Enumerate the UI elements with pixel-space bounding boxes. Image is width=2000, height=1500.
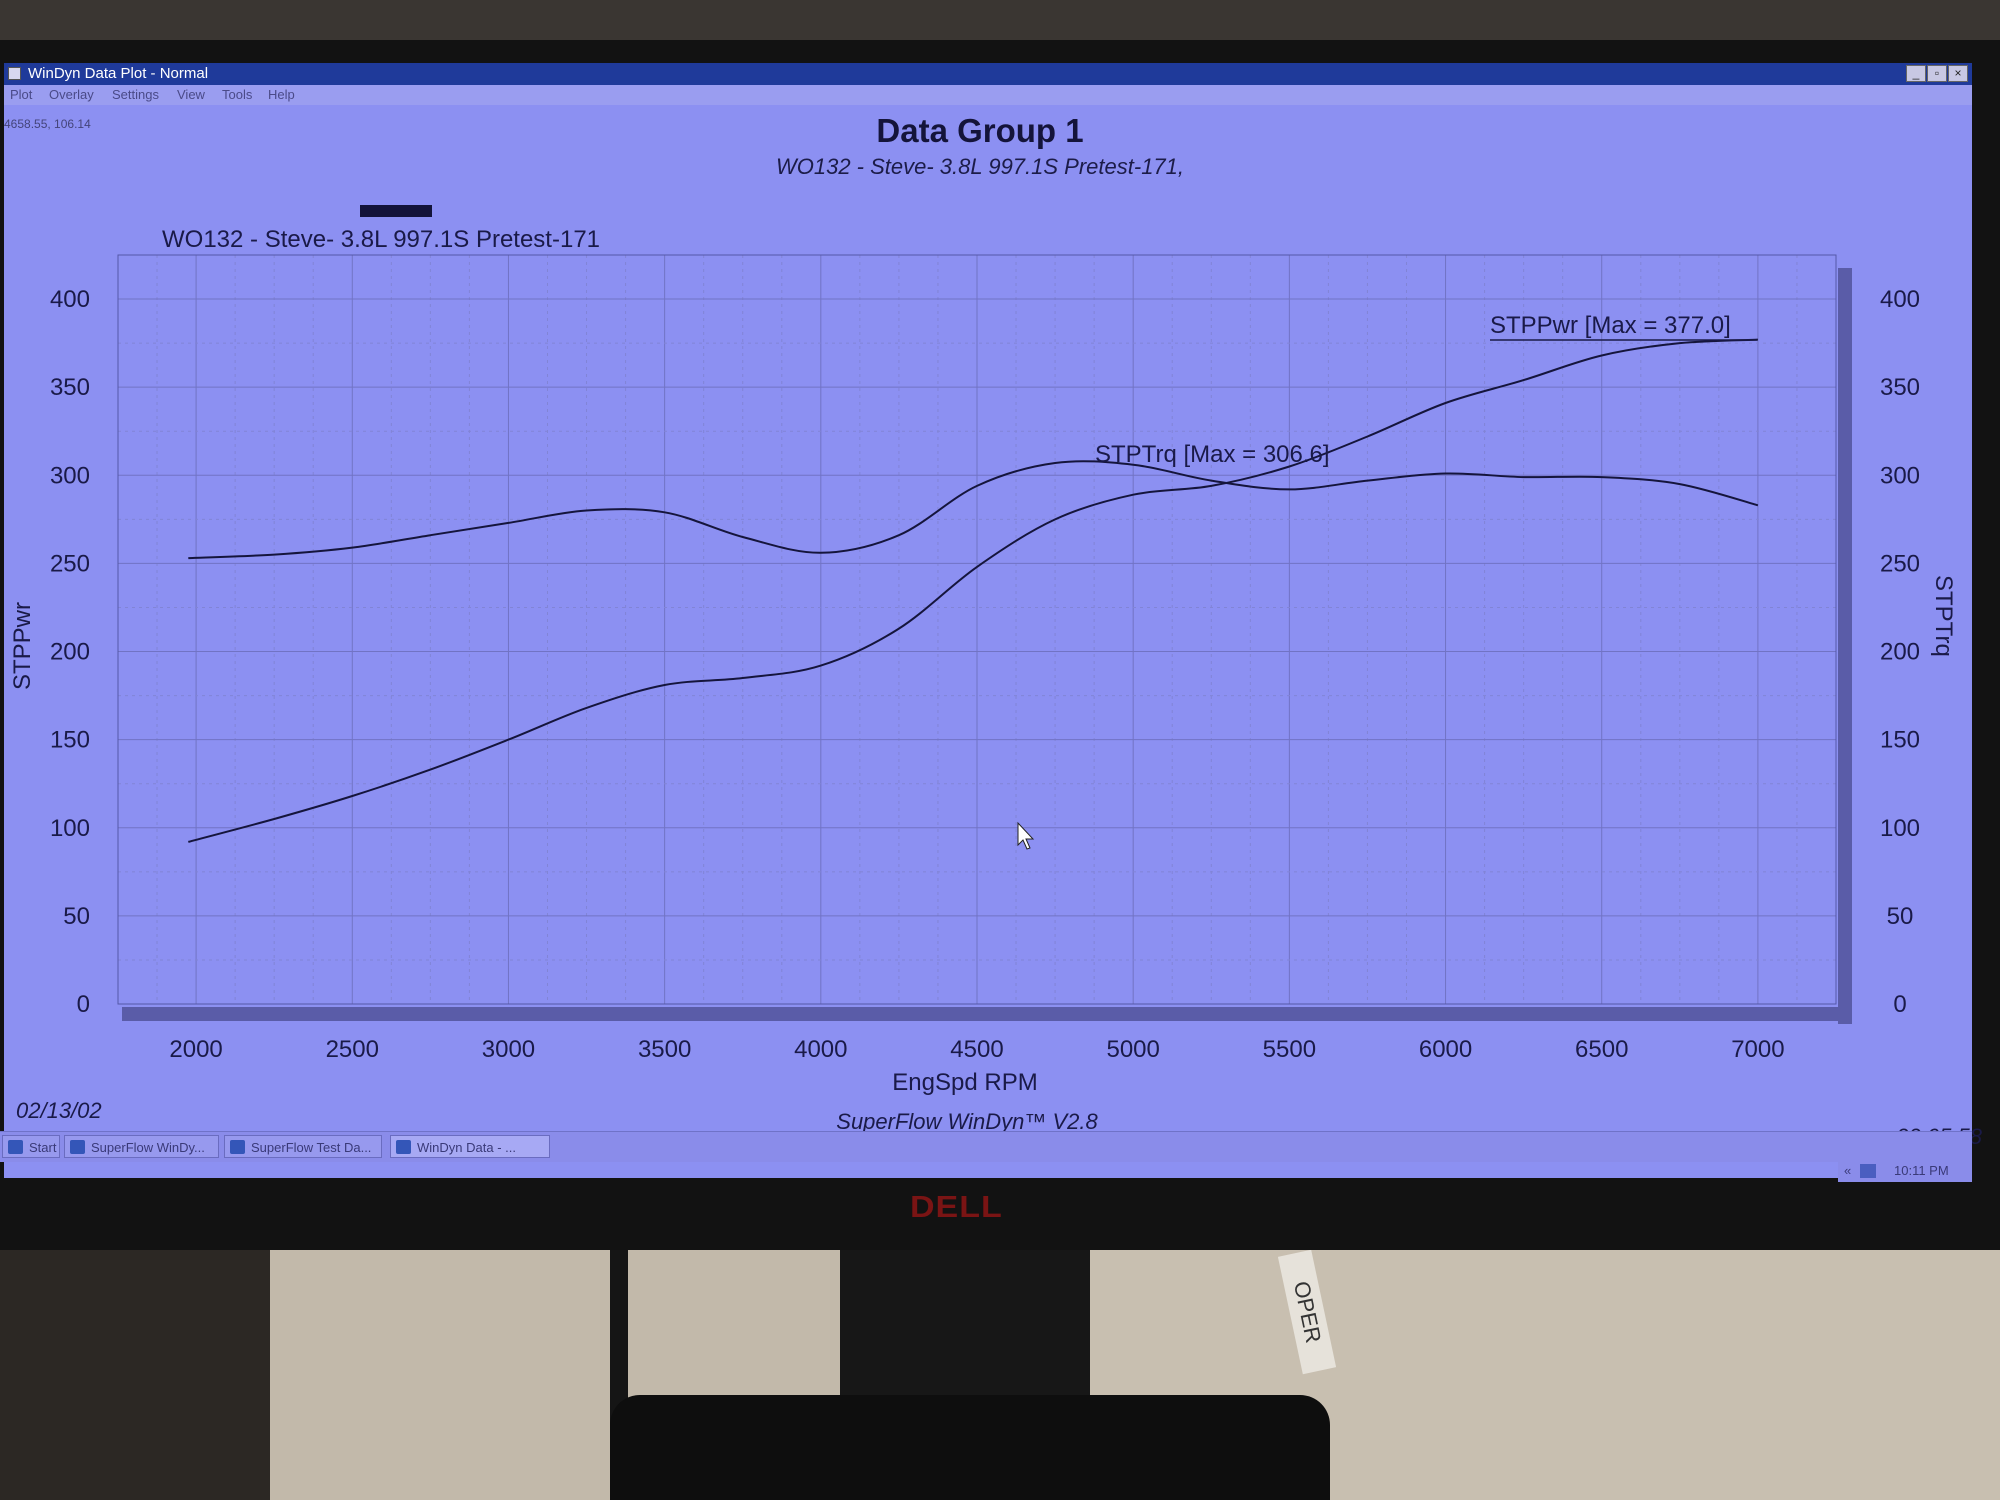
menu-help[interactable]: Help (268, 87, 295, 102)
y-tick-label: 300 (50, 462, 90, 489)
screen: WinDyn Data Plot - Normal _ ▫ × Plot Ove… (4, 63, 1972, 1178)
taskbar-item-label: WinDyn Data - ... (417, 1140, 516, 1155)
y2-tick-label: 400 (1880, 286, 1920, 313)
y-tick-label: 350 (50, 374, 90, 401)
plot-title: Data Group 1 (876, 112, 1084, 149)
menu-overlay[interactable]: Overlay (49, 87, 94, 102)
cursor-coordinates: 4658.55, 106.14 (4, 117, 91, 131)
run-label: WO132 - Steve- 3.8L 997.1S Pretest-171 (162, 226, 600, 253)
x-tick-label: 2500 (326, 1036, 379, 1063)
taskbar-item-label: SuperFlow WinDy... (91, 1140, 205, 1155)
y-tick-label: 400 (50, 286, 90, 313)
y2-tick-label: 250 (1880, 550, 1920, 577)
axis-ticks: 2000 2500 3000 3500 4000 4500 5000 5500 6000 6500… (50, 286, 1920, 1063)
tray-clock: 10:11 PM (1894, 1163, 1949, 1178)
network-icon[interactable] (1860, 1164, 1876, 1178)
tray-expand-icon[interactable]: « (1844, 1163, 1852, 1178)
plot-date: 02/13/02 (16, 1098, 102, 1123)
window-title: WinDyn Data Plot - Normal (28, 65, 209, 82)
x-tick-label: 4500 (950, 1036, 1003, 1063)
y2-tick-label: 50 (1887, 903, 1914, 930)
start-label: Start (29, 1140, 57, 1155)
plot-area (117, 254, 1837, 1005)
superflow-test-icon (230, 1140, 245, 1154)
start-button[interactable]: Start (2, 1135, 60, 1158)
x-tick-label: 5000 (1106, 1036, 1159, 1063)
x-tick-label: 4000 (794, 1036, 847, 1063)
y-tick-label: 250 (50, 550, 90, 577)
menu-bar: Plot Overlay Settings View Tools Help (4, 85, 1972, 105)
menu-plot[interactable]: Plot (10, 87, 33, 102)
restore-button[interactable]: ▫ (1927, 65, 1947, 82)
windyn-app-icon (396, 1140, 411, 1154)
mouse-pointer-icon (1017, 821, 1035, 850)
menu-settings[interactable]: Settings (112, 87, 159, 102)
menu-tools[interactable]: Tools (222, 87, 253, 102)
monitor-stand-base (610, 1395, 1330, 1500)
y-axis-label: STPPwr (9, 602, 36, 690)
x-tick-label: 2000 (169, 1036, 222, 1063)
taskbar-item-superflow-test[interactable]: SuperFlow Test Da... (224, 1135, 382, 1158)
y-tick-label: 100 (50, 815, 90, 842)
stptrq-annotation: STPTrq [Max = 306.6] (1095, 441, 1330, 468)
window-titlebar[interactable]: WinDyn Data Plot - Normal _ ▫ × (4, 63, 1972, 85)
taskbar-item-label: SuperFlow Test Da... (251, 1140, 372, 1155)
y2-tick-label: 150 (1880, 727, 1920, 754)
series-line-stppwr (188, 338, 1758, 843)
stppwr-annotation: STPPwr [Max = 377.0] (1490, 312, 1731, 339)
grid (117, 254, 1837, 1005)
superflow-app-icon (70, 1140, 85, 1154)
series-line-stptrq (188, 460, 1759, 560)
y2-tick-label: 0 (1893, 991, 1906, 1018)
x-tick-label: 6500 (1575, 1036, 1628, 1063)
x-tick-label: 3000 (482, 1036, 535, 1063)
taskbar-item-windyn-data[interactable]: WinDyn Data - ... (390, 1135, 550, 1158)
y2-tick-label: 350 (1880, 374, 1920, 401)
windows-logo-icon (8, 1140, 23, 1154)
monitor-logo: DELL (910, 1189, 1003, 1225)
background-dark (0, 1250, 270, 1500)
y-tick-label: 50 (63, 903, 90, 930)
taskbar-item-superflow-windyn[interactable]: SuperFlow WinDy... (64, 1135, 219, 1158)
app-icon[interactable] (8, 67, 21, 80)
y2-tick-label: 300 (1880, 462, 1920, 489)
software-label: SuperFlow WinDyn™ V2.8 (836, 1109, 1098, 1134)
x-axis-label: EngSpd RPM (892, 1069, 1037, 1096)
y2-axis-label: STPTrq (1930, 575, 1957, 657)
taskbar: Start SuperFlow WinDy... SuperFlow Test … (0, 1131, 1972, 1162)
minimize-button[interactable]: _ (1906, 65, 1926, 82)
plot-shadow-right (1838, 268, 1852, 1024)
series-lines (188, 338, 1759, 843)
menu-view[interactable]: View (177, 87, 205, 102)
y-tick-label: 0 (77, 991, 90, 1018)
system-tray: « 10:11 PM (1838, 1160, 1972, 1182)
y-tick-label: 150 (50, 727, 90, 754)
x-tick-label: 6000 (1419, 1036, 1472, 1063)
y2-tick-label: 100 (1880, 815, 1920, 842)
x-tick-label: 7000 (1731, 1036, 1784, 1063)
x-tick-label: 5500 (1263, 1036, 1316, 1063)
plot-subtitle: WO132 - Steve- 3.8L 997.1S Pretest-171, (775, 154, 1185, 179)
y2-tick-label: 200 (1880, 639, 1920, 666)
plot-shadow-bottom (122, 1007, 1838, 1021)
x-tick-label: 3500 (638, 1036, 691, 1063)
legend-swatch (360, 205, 432, 217)
y-tick-label: 200 (50, 639, 90, 666)
close-button[interactable]: × (1948, 65, 1968, 82)
